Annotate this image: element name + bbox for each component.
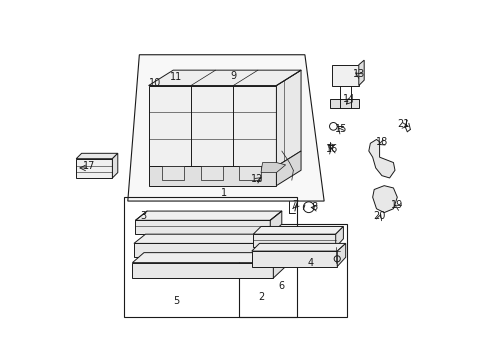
Text: 5: 5: [173, 296, 179, 306]
Text: 10: 10: [148, 78, 161, 88]
Polygon shape: [148, 86, 276, 166]
Polygon shape: [132, 263, 273, 278]
Polygon shape: [253, 226, 343, 234]
Polygon shape: [276, 70, 301, 166]
Text: 20: 20: [373, 211, 385, 221]
Polygon shape: [271, 234, 284, 257]
Text: 4: 4: [306, 258, 313, 267]
Text: 12: 12: [250, 174, 263, 184]
Polygon shape: [253, 234, 335, 247]
Polygon shape: [148, 70, 301, 86]
Polygon shape: [132, 253, 285, 263]
Polygon shape: [372, 186, 396, 213]
Text: 3: 3: [140, 211, 146, 221]
Text: 11: 11: [170, 72, 182, 82]
Polygon shape: [331, 65, 358, 86]
Text: 17: 17: [83, 161, 95, 171]
Polygon shape: [134, 243, 271, 257]
Polygon shape: [134, 234, 284, 243]
Polygon shape: [251, 243, 345, 251]
Text: 2: 2: [257, 292, 264, 302]
Polygon shape: [329, 99, 358, 108]
Polygon shape: [358, 60, 364, 86]
Polygon shape: [239, 166, 261, 180]
Polygon shape: [261, 163, 285, 172]
Text: 16: 16: [325, 144, 337, 154]
Text: 15: 15: [334, 125, 346, 134]
Polygon shape: [127, 55, 324, 201]
Text: 6: 6: [278, 281, 285, 291]
Polygon shape: [162, 166, 183, 180]
Polygon shape: [251, 251, 337, 266]
Polygon shape: [148, 166, 276, 186]
Text: 19: 19: [390, 200, 403, 210]
Polygon shape: [276, 151, 301, 186]
Polygon shape: [76, 153, 118, 159]
Polygon shape: [337, 243, 345, 266]
Text: 7: 7: [291, 200, 297, 210]
Polygon shape: [273, 253, 285, 278]
Text: 1: 1: [221, 188, 226, 198]
Polygon shape: [368, 139, 394, 178]
Text: 8: 8: [311, 202, 317, 212]
Polygon shape: [112, 153, 118, 178]
Text: 14: 14: [343, 94, 355, 104]
Text: 21: 21: [396, 119, 409, 129]
Text: 18: 18: [375, 137, 387, 147]
Polygon shape: [335, 226, 343, 247]
Polygon shape: [135, 220, 270, 234]
Polygon shape: [135, 211, 281, 220]
Polygon shape: [270, 211, 281, 234]
Polygon shape: [201, 166, 222, 180]
Text: 9: 9: [230, 71, 236, 81]
Text: 13: 13: [353, 69, 365, 79]
Polygon shape: [76, 159, 112, 178]
